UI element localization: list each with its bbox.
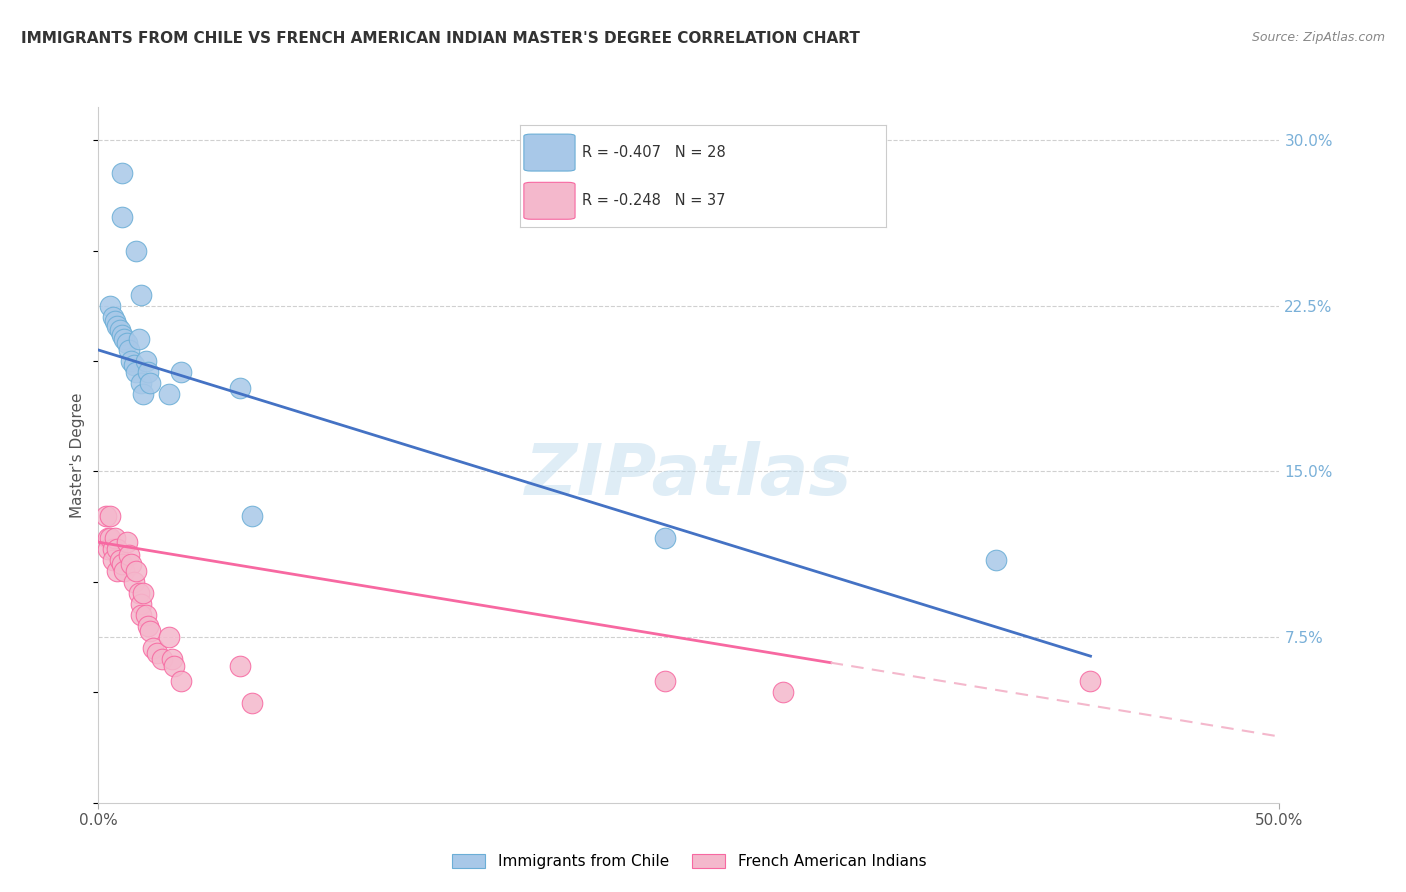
Point bbox=[101, 553, 124, 567]
Point bbox=[146, 646, 169, 660]
Point bbox=[115, 336, 138, 351]
Point bbox=[98, 299, 121, 313]
Point bbox=[984, 553, 1007, 567]
Point bbox=[135, 354, 157, 368]
Point bbox=[112, 332, 135, 346]
Point bbox=[104, 531, 127, 545]
Legend: Immigrants from Chile, French American Indians: Immigrants from Chile, French American I… bbox=[446, 847, 932, 875]
Point bbox=[105, 318, 128, 333]
Point bbox=[111, 327, 134, 342]
Point bbox=[129, 376, 152, 391]
Point bbox=[129, 597, 152, 611]
Text: R = -0.248   N = 37: R = -0.248 N = 37 bbox=[582, 194, 725, 209]
Point bbox=[160, 652, 183, 666]
Point bbox=[157, 630, 180, 644]
Point bbox=[121, 558, 143, 572]
Point bbox=[170, 674, 193, 689]
Point bbox=[170, 365, 193, 379]
Point bbox=[108, 553, 131, 567]
Point bbox=[101, 541, 124, 556]
Point bbox=[118, 343, 141, 357]
Point bbox=[118, 549, 141, 563]
Point bbox=[150, 652, 173, 666]
Point bbox=[163, 658, 186, 673]
Point bbox=[654, 674, 676, 689]
Text: R = -0.407   N = 28: R = -0.407 N = 28 bbox=[582, 145, 725, 160]
Point bbox=[1080, 674, 1102, 689]
Point bbox=[122, 574, 145, 589]
Point bbox=[128, 586, 150, 600]
Point bbox=[129, 287, 152, 301]
Point bbox=[129, 608, 152, 623]
Point bbox=[105, 541, 128, 556]
Point bbox=[229, 658, 252, 673]
Point bbox=[229, 380, 252, 394]
Point bbox=[98, 508, 121, 523]
Y-axis label: Master's Degree: Master's Degree bbox=[70, 392, 86, 517]
Point bbox=[139, 624, 162, 638]
Point bbox=[772, 685, 794, 699]
Point bbox=[136, 619, 159, 633]
Point bbox=[122, 359, 145, 373]
Point bbox=[112, 564, 135, 578]
Point bbox=[98, 531, 121, 545]
FancyBboxPatch shape bbox=[524, 134, 575, 171]
Point bbox=[654, 531, 676, 545]
Point bbox=[125, 244, 148, 258]
Point bbox=[111, 558, 134, 572]
Point bbox=[135, 608, 157, 623]
Point bbox=[128, 332, 150, 346]
Text: IMMIGRANTS FROM CHILE VS FRENCH AMERICAN INDIAN MASTER'S DEGREE CORRELATION CHAR: IMMIGRANTS FROM CHILE VS FRENCH AMERICAN… bbox=[21, 31, 860, 46]
Point bbox=[240, 697, 263, 711]
Point bbox=[157, 387, 180, 401]
Text: ZIPatlas: ZIPatlas bbox=[526, 442, 852, 510]
Point bbox=[105, 564, 128, 578]
Point bbox=[97, 541, 120, 556]
Text: Source: ZipAtlas.com: Source: ZipAtlas.com bbox=[1251, 31, 1385, 45]
Point bbox=[108, 323, 131, 337]
Point bbox=[121, 354, 143, 368]
Point bbox=[125, 365, 148, 379]
FancyBboxPatch shape bbox=[524, 182, 575, 219]
Point bbox=[125, 564, 148, 578]
Point bbox=[132, 586, 155, 600]
Point bbox=[104, 314, 127, 328]
Point bbox=[240, 508, 263, 523]
Point bbox=[115, 535, 138, 549]
Point bbox=[101, 310, 124, 324]
Point bbox=[139, 376, 162, 391]
Point bbox=[132, 387, 155, 401]
Point bbox=[142, 641, 165, 656]
Point bbox=[111, 166, 134, 180]
Point bbox=[94, 508, 117, 523]
Point bbox=[111, 211, 134, 225]
Point bbox=[136, 365, 159, 379]
Point bbox=[97, 531, 120, 545]
